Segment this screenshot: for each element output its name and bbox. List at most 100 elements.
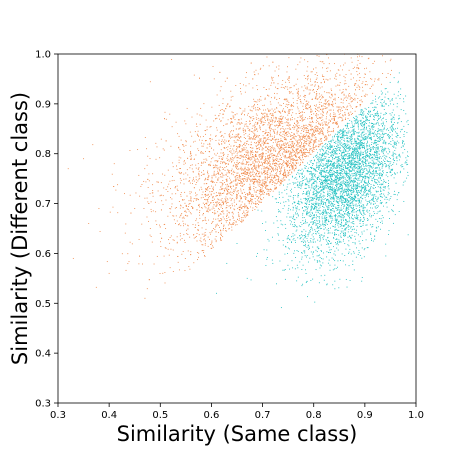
scatter-point-orange: [292, 97, 294, 99]
scatter-point-orange: [276, 175, 278, 177]
scatter-point-orange: [338, 97, 339, 98]
scatter-point-orange: [187, 157, 189, 159]
scatter-point-orange: [250, 168, 252, 170]
scatter-point-cyan: [384, 147, 386, 149]
scatter-point-orange: [255, 158, 257, 160]
scatter-point-orange: [254, 179, 256, 181]
scatter-point-orange: [218, 214, 220, 216]
scatter-point-cyan: [334, 151, 335, 153]
scatter-point-orange: [178, 269, 180, 271]
scatter-point-cyan: [396, 199, 398, 201]
scatter-point-cyan: [327, 163, 329, 165]
scatter-point-orange: [296, 162, 298, 164]
scatter-point-cyan: [327, 187, 329, 189]
scatter-point-orange: [224, 80, 226, 82]
scatter-point-cyan: [350, 157, 352, 159]
scatter-point-cyan: [324, 187, 326, 189]
scatter-point-orange: [201, 161, 202, 163]
scatter-point-orange: [232, 222, 234, 224]
scatter-point-orange: [230, 151, 232, 153]
scatter-point-orange: [187, 225, 189, 227]
scatter-point-orange: [314, 130, 316, 132]
scatter-point-cyan: [352, 179, 354, 181]
scatter-point-orange: [316, 91, 317, 92]
scatter-point-orange: [272, 129, 274, 130]
scatter-point-orange: [178, 159, 180, 161]
scatter-point-orange: [236, 198, 238, 200]
scatter-point-orange: [258, 173, 260, 175]
scatter-point-orange: [243, 169, 245, 171]
scatter-point-orange: [258, 160, 260, 162]
scatter-point-orange: [228, 192, 230, 193]
scatter-point-cyan: [337, 135, 339, 137]
scatter-point-orange: [305, 155, 307, 157]
scatter-point-orange: [230, 145, 232, 147]
scatter-point-orange: [242, 206, 244, 207]
scatter-point-orange: [224, 133, 226, 135]
scatter-point-cyan: [314, 208, 315, 210]
scatter-point-orange: [287, 114, 289, 116]
scatter-point-orange: [228, 143, 230, 145]
scatter-point-orange: [268, 65, 270, 67]
scatter-point-cyan: [329, 193, 331, 194]
scatter-point-cyan: [337, 136, 339, 138]
scatter-point-orange: [260, 121, 262, 123]
scatter-point-cyan: [353, 155, 355, 157]
scatter-point-orange: [219, 189, 221, 191]
scatter-point-cyan: [378, 133, 380, 135]
scatter-point-cyan: [341, 168, 343, 170]
scatter-point-orange: [247, 171, 249, 173]
scatter-point-orange: [332, 131, 334, 133]
scatter-point-orange: [280, 183, 282, 185]
scatter-point-orange: [226, 205, 228, 207]
scatter-point-orange: [270, 84, 272, 86]
scatter-point-orange: [226, 123, 228, 125]
scatter-point-orange: [244, 170, 246, 172]
scatter-point-orange: [244, 108, 246, 110]
scatter-point-orange: [298, 156, 300, 158]
scatter-point-orange: [219, 90, 221, 92]
scatter-point-cyan: [390, 120, 392, 122]
scatter-point-orange: [321, 116, 323, 118]
scatter-point-cyan: [360, 174, 362, 176]
scatter-point-orange: [202, 173, 204, 175]
scatter-point-orange: [321, 114, 323, 116]
scatter-point-orange: [337, 117, 339, 119]
scatter-point-orange: [332, 116, 334, 118]
scatter-point-orange: [189, 182, 191, 184]
scatter-point-orange: [275, 138, 277, 140]
scatter-point-orange: [243, 189, 245, 191]
scatter-point-orange: [231, 198, 232, 200]
scatter-point-orange: [254, 178, 256, 180]
scatter-point-orange: [289, 174, 291, 176]
scatter-point-cyan: [359, 167, 360, 169]
scatter-point-orange: [304, 151, 306, 153]
scatter-point-orange: [220, 234, 222, 235]
scatter-point-orange: [304, 85, 306, 87]
scatter-point-orange: [244, 91, 246, 93]
scatter-point-orange: [263, 172, 265, 174]
scatter-point-orange: [297, 131, 299, 133]
scatter-point-orange: [236, 224, 238, 226]
scatter-point-cyan: [361, 198, 363, 199]
scatter-point-orange: [249, 171, 251, 173]
scatter-point-orange: [266, 172, 268, 174]
scatter-point-orange: [361, 56, 363, 58]
scatter-point-orange: [357, 84, 359, 86]
scatter-point-cyan: [361, 132, 363, 134]
scatter-point-orange: [240, 145, 242, 147]
scatter-point-orange: [313, 141, 315, 143]
scatter-point-orange: [358, 79, 360, 81]
scatter-point-cyan: [305, 183, 307, 185]
scatter-point-cyan: [322, 154, 324, 156]
scatter-point-orange: [253, 136, 255, 138]
scatter-point-orange: [286, 121, 288, 123]
scatter-point-orange: [249, 193, 250, 195]
scatter-point-orange: [338, 69, 340, 71]
scatter-point-orange: [325, 121, 327, 123]
scatter-point-orange: [302, 119, 304, 121]
scatter-point-orange: [152, 173, 154, 175]
scatter-point-orange: [179, 239, 181, 241]
scatter-point-orange: [190, 157, 192, 159]
scatter-point-orange: [215, 241, 217, 243]
